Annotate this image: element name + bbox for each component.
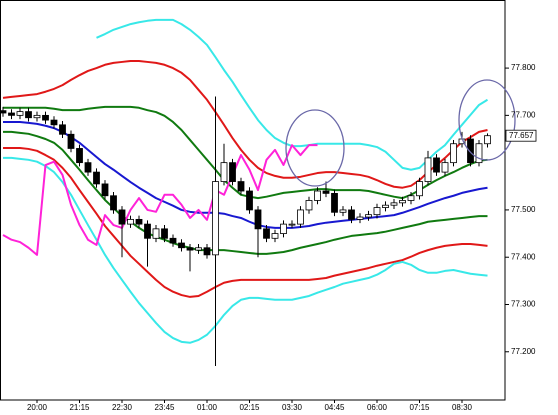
candle-body (59, 124, 66, 135)
candle-body (254, 209, 262, 230)
candle-body (433, 157, 440, 173)
x-tick-label: 23:45 (154, 403, 175, 412)
candle-body (135, 218, 143, 225)
candle-body (271, 233, 279, 239)
x-tick-label: 21:15 (69, 403, 90, 412)
x-tick-label: 06:00 (367, 403, 388, 412)
candle-body (322, 190, 330, 194)
x-tick-label: 04:45 (324, 403, 345, 412)
candle-body (373, 207, 381, 216)
candle-body (16, 111, 24, 116)
y-tick-label: 77.500 (511, 205, 536, 214)
candle-body (152, 228, 160, 239)
candle-body (280, 223, 287, 234)
y-tick-label: 77.400 (511, 252, 536, 261)
candle-body (356, 216, 364, 220)
candle-body (220, 162, 228, 182)
candle-body (101, 183, 109, 197)
y-tick-label: 77.700 (511, 110, 536, 119)
x-tick-label: 08:30 (452, 403, 473, 412)
candle-body (76, 148, 83, 164)
candle-body (178, 242, 185, 249)
indicator-line (3, 120, 488, 229)
candle-body (118, 209, 126, 225)
candle-body (229, 162, 236, 182)
candle-body (110, 195, 117, 211)
x-tick-label: 20:00 (27, 403, 48, 412)
candle-body (339, 209, 347, 213)
indicator-line (2, 59, 488, 189)
candle-body (93, 171, 100, 185)
plot-area (0, 18, 491, 366)
candle-body (195, 247, 202, 251)
candle-body (33, 114, 41, 119)
candle-body (50, 119, 58, 126)
candle-body (127, 218, 134, 225)
plot-frame (0, 0, 506, 401)
candle-body (161, 228, 168, 239)
indicator-line (3, 156, 488, 344)
highlight-ellipse (458, 79, 516, 161)
axes: 77.200 77.300 77.400 77.500 77.700 77.800 77.6… (27, 63, 537, 412)
y-tick-label: 77.800 (511, 63, 536, 72)
candle-body (305, 200, 313, 211)
candle-body (475, 143, 483, 164)
candle-body (212, 181, 219, 256)
candle-body (169, 237, 177, 244)
candle-body (450, 143, 457, 164)
candle-body (484, 135, 491, 145)
candle-body (407, 195, 415, 201)
candle-body (237, 181, 245, 192)
candle-body (203, 247, 211, 256)
last-price-box (505, 129, 537, 142)
candle-body (263, 228, 270, 239)
candle-body (67, 133, 75, 149)
candle-body (8, 112, 15, 116)
x-tick-label: 03:30 (282, 403, 303, 412)
candle-body (467, 138, 474, 164)
candle-body (0, 110, 7, 114)
candle-body (314, 190, 321, 201)
y-tick-label: 77.300 (511, 300, 536, 309)
x-tick-label: 07:15 (409, 403, 430, 412)
candle-body (416, 181, 423, 197)
candle-body (297, 209, 304, 225)
candle-body (186, 247, 194, 251)
highlight-ellipse (285, 109, 345, 187)
candle-body (288, 223, 296, 226)
last-price-label: 77.657 (509, 131, 534, 140)
y-tick-label: 77.200 (511, 347, 536, 356)
candle-body (441, 162, 449, 173)
candle-body (42, 114, 49, 121)
indicator-line (3, 146, 488, 298)
candle-body (390, 202, 398, 206)
candle-body (331, 192, 338, 213)
indicator-line (3, 105, 488, 200)
indicator-line (3, 130, 488, 255)
candle-body (144, 223, 151, 239)
candle-body (246, 190, 253, 211)
x-tick-label: 02:15 (239, 403, 260, 412)
candle-body (25, 111, 32, 119)
candle-body (399, 200, 406, 204)
x-tick-label: 22:30 (112, 403, 133, 412)
x-tick-label: 01:00 (197, 403, 218, 412)
candle-body (84, 162, 92, 173)
candle-body (365, 214, 372, 218)
candle-body (348, 209, 355, 220)
indicator-line (2, 144, 318, 256)
candle-body (382, 204, 389, 208)
candle-body (424, 157, 432, 182)
